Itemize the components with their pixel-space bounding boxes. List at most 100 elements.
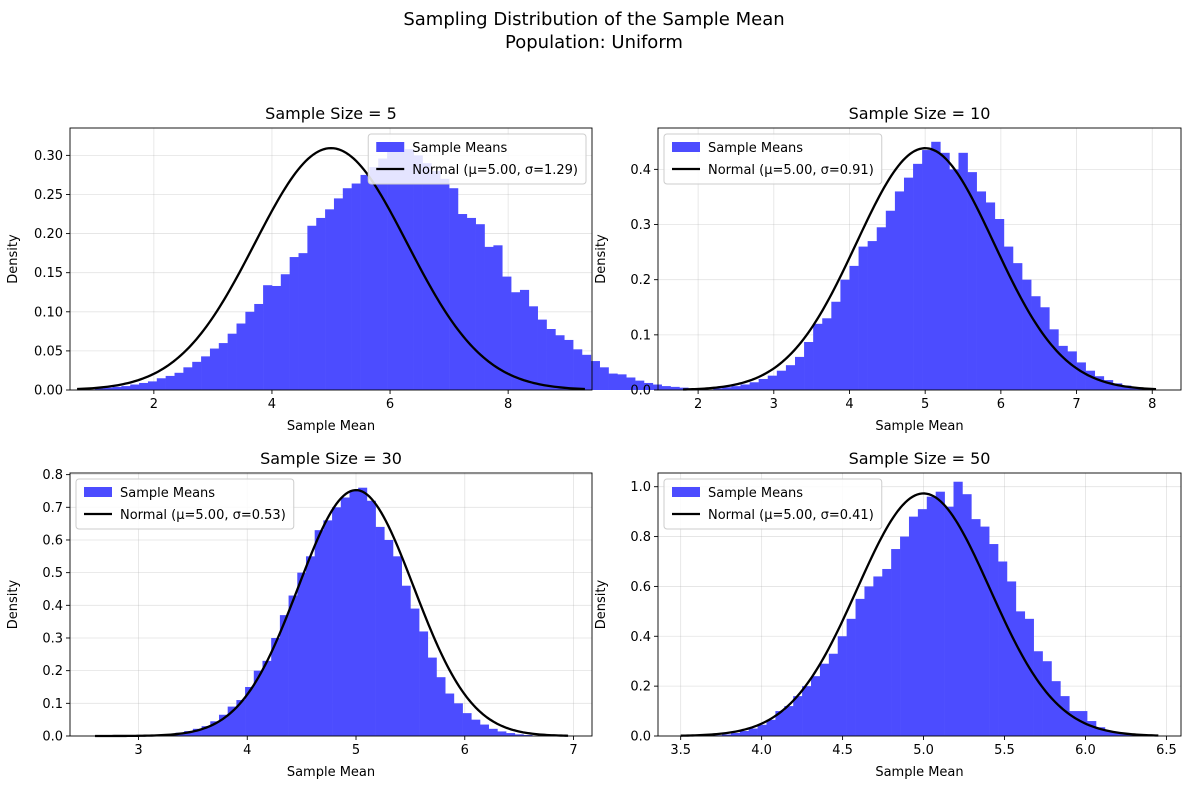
histogram-bar xyxy=(784,706,794,736)
histogram-bar xyxy=(811,676,821,736)
histogram-bar xyxy=(858,246,868,390)
y-tick-label: 0.3 xyxy=(630,218,651,233)
y-tick-label: 0.2 xyxy=(630,680,651,695)
x-tick-label: 5 xyxy=(921,397,929,412)
x-tick-label: 4 xyxy=(268,397,276,412)
histogram-bar xyxy=(867,241,878,390)
histogram-bar xyxy=(1033,651,1043,736)
histogram-bar xyxy=(758,378,769,390)
histogram-bar xyxy=(855,598,865,736)
histogram-bar xyxy=(156,378,166,390)
histogram-bar xyxy=(147,381,158,390)
histogram-bar xyxy=(440,178,450,390)
histogram-bar xyxy=(980,526,990,736)
y-tick-label: 0.0 xyxy=(630,730,651,745)
histogram-bar xyxy=(731,386,741,390)
histogram-bar xyxy=(1087,721,1097,736)
y-axis: 0.00 0.05 0.10 0.15 0.20 0.25 0.30 Density xyxy=(6,149,70,399)
histogram-bar xyxy=(431,171,441,390)
legend-label: Sample Means xyxy=(412,141,507,156)
y-axis: 0.0 0.2 0.4 0.6 0.8 1.0 Density xyxy=(594,480,658,745)
histogram-bar xyxy=(369,167,379,390)
histogram-bar xyxy=(908,516,919,736)
legend-label: Normal (μ=5.00, σ=0.91) xyxy=(708,163,874,178)
histogram-bar xyxy=(776,370,787,390)
y-axis-label: Density xyxy=(6,579,21,629)
histogram-bar xyxy=(813,323,823,390)
x-tick-label: 6 xyxy=(386,397,394,412)
x-axis-label: Sample Mean xyxy=(287,765,375,780)
y-tick-label: 0.05 xyxy=(34,344,63,359)
histogram-bar xyxy=(958,152,968,390)
x-tick-label: 2 xyxy=(150,397,158,412)
histogram-bar xyxy=(670,386,680,390)
x-tick-label: 4 xyxy=(845,397,853,412)
y-tick-label: 0.1 xyxy=(42,697,63,712)
histogram-bar xyxy=(210,721,220,736)
y-tick-label: 0.1 xyxy=(630,328,651,343)
subplot-title: Sample Size = 50 xyxy=(849,449,991,468)
histogram-bars xyxy=(713,481,1141,736)
histogram-bar xyxy=(1094,376,1105,390)
histogram-bar xyxy=(864,586,874,736)
histogram-bar xyxy=(1069,711,1079,736)
y-tick-label: 0.10 xyxy=(34,305,63,320)
histogram-bar xyxy=(873,576,883,736)
histogram-bar xyxy=(404,149,414,390)
histogram-bar xyxy=(392,556,402,736)
histogram-bar xyxy=(333,198,344,390)
subplot-title: Sample Size = 10 xyxy=(849,104,991,123)
histogram-bar xyxy=(785,365,796,390)
x-axis: 3.5 4.0 4.5 5.0 5.5 6.0 6.5 Sample Mean xyxy=(670,736,1177,780)
x-tick-label: 2 xyxy=(694,397,702,412)
figure-title: Sampling Distribution of the Sample Mean xyxy=(403,9,784,30)
histogram-bar xyxy=(573,349,583,390)
histogram-bar xyxy=(351,183,361,390)
histogram-bar xyxy=(384,539,394,736)
x-tick-label: 6 xyxy=(997,397,1005,412)
histogram-bar xyxy=(775,711,785,736)
histogram-bar xyxy=(401,585,411,736)
axes-frame xyxy=(69,127,593,391)
histogram-bar xyxy=(635,380,645,390)
histogram-bar xyxy=(112,386,122,390)
y-tick-label: 0.5 xyxy=(42,566,63,581)
histogram-bar xyxy=(1076,362,1086,390)
legend-box xyxy=(75,478,295,530)
subplot-4: Sample Size = 50 3.5 4.0 4.5 5.0 5.5 6.0 6.5 Sam… xyxy=(594,449,1182,780)
histogram-bar xyxy=(139,382,149,390)
histogram-bar xyxy=(201,356,211,390)
histogram-bar xyxy=(236,323,246,390)
normal-curve xyxy=(77,146,585,391)
histogram-bar xyxy=(280,274,290,390)
histogram-bar xyxy=(497,731,507,736)
histogram-bar xyxy=(581,354,592,390)
histogram-bar xyxy=(940,152,950,390)
histogram-bar xyxy=(325,209,335,390)
histogram-bar xyxy=(985,202,996,390)
histogram-bar xyxy=(165,375,175,390)
histogram-bar xyxy=(253,670,263,736)
histogram-bar xyxy=(340,497,350,736)
x-tick-label: 6.5 xyxy=(1156,743,1177,758)
histogram-bar xyxy=(1112,383,1123,390)
normal-curve xyxy=(682,147,1157,391)
histogram-bar xyxy=(722,387,732,390)
histogram-bar xyxy=(514,734,524,736)
histogram-bar xyxy=(271,285,282,390)
histogram-bar xyxy=(926,496,936,736)
histogram-bar xyxy=(840,279,850,390)
histogram-bar xyxy=(828,653,839,736)
histogram-bar xyxy=(342,188,352,390)
histogram-bar xyxy=(245,686,255,736)
histogram-bar xyxy=(245,311,255,390)
x-tick-label: 4 xyxy=(243,743,251,758)
histogram-bar xyxy=(279,615,289,736)
histogram-bar xyxy=(949,169,959,390)
histogram-bar xyxy=(305,556,315,736)
x-tick-label: 5.5 xyxy=(994,743,1015,758)
legend-swatch-bars xyxy=(84,487,112,497)
y-tick-label: 0.6 xyxy=(42,533,63,548)
